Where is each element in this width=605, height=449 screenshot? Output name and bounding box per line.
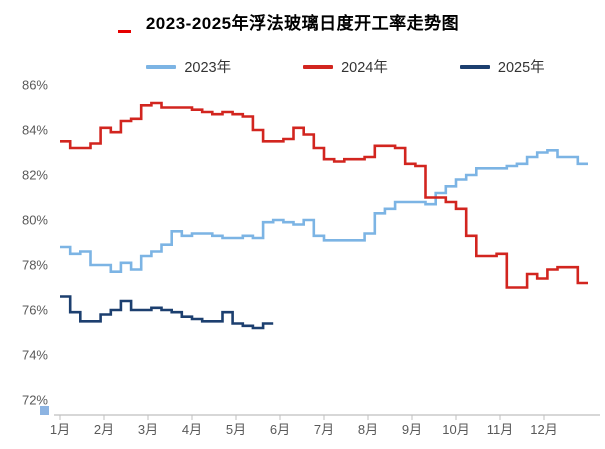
legend-swatch-2024-icon <box>303 64 334 69</box>
y-tick-label: 82% <box>22 168 48 183</box>
x-tick-label: 2月 <box>94 422 114 437</box>
x-tick-label: 6月 <box>270 422 290 437</box>
x-tick-label: 8月 <box>358 422 378 437</box>
watermark-square <box>40 406 49 415</box>
series-line-2024年 <box>60 101 588 289</box>
x-tick-label: 5月 <box>226 422 246 437</box>
x-tick-label: 12月 <box>530 422 557 437</box>
legend-item-2023: 2023年 <box>146 56 231 77</box>
x-tick-label: 1月 <box>50 422 70 437</box>
y-tick-label: 76% <box>22 303 48 318</box>
legend-swatch-2023-icon <box>146 64 177 69</box>
legend-label-2023: 2023年 <box>184 60 232 76</box>
legend-label-2024: 2024年 <box>341 60 388 76</box>
legend-swatch-2025-icon <box>459 64 490 69</box>
y-tick-label: 80% <box>22 213 48 228</box>
title-underline-accent <box>118 30 131 33</box>
x-tick-label: 11月 <box>487 422 514 437</box>
y-tick-label: 84% <box>22 123 48 138</box>
x-tick-label: 7月 <box>314 422 334 437</box>
x-tick-label: 9月 <box>402 422 422 437</box>
series-line-2025年 <box>60 295 274 330</box>
legend-item-2024: 2024年 <box>303 56 388 77</box>
legend-item-2025: 2025年 <box>459 56 545 77</box>
x-tick-label: 10月 <box>442 422 469 437</box>
x-tick-label: 3月 <box>138 422 158 437</box>
series-line-2023年 <box>60 149 588 273</box>
y-tick-label: 86% <box>22 78 48 93</box>
y-tick-label: 72% <box>22 393 48 408</box>
y-tick-label: 78% <box>22 258 48 273</box>
legend-label-2025: 2025年 <box>497 60 545 76</box>
chart-title: 2023-2025年浮法玻璃日度开工率走势图 <box>145 14 460 33</box>
x-tick-label: 4月 <box>182 422 202 437</box>
y-tick-label: 74% <box>22 348 48 363</box>
chart-legend: 2023年 2024年 2025年 <box>43 56 605 77</box>
